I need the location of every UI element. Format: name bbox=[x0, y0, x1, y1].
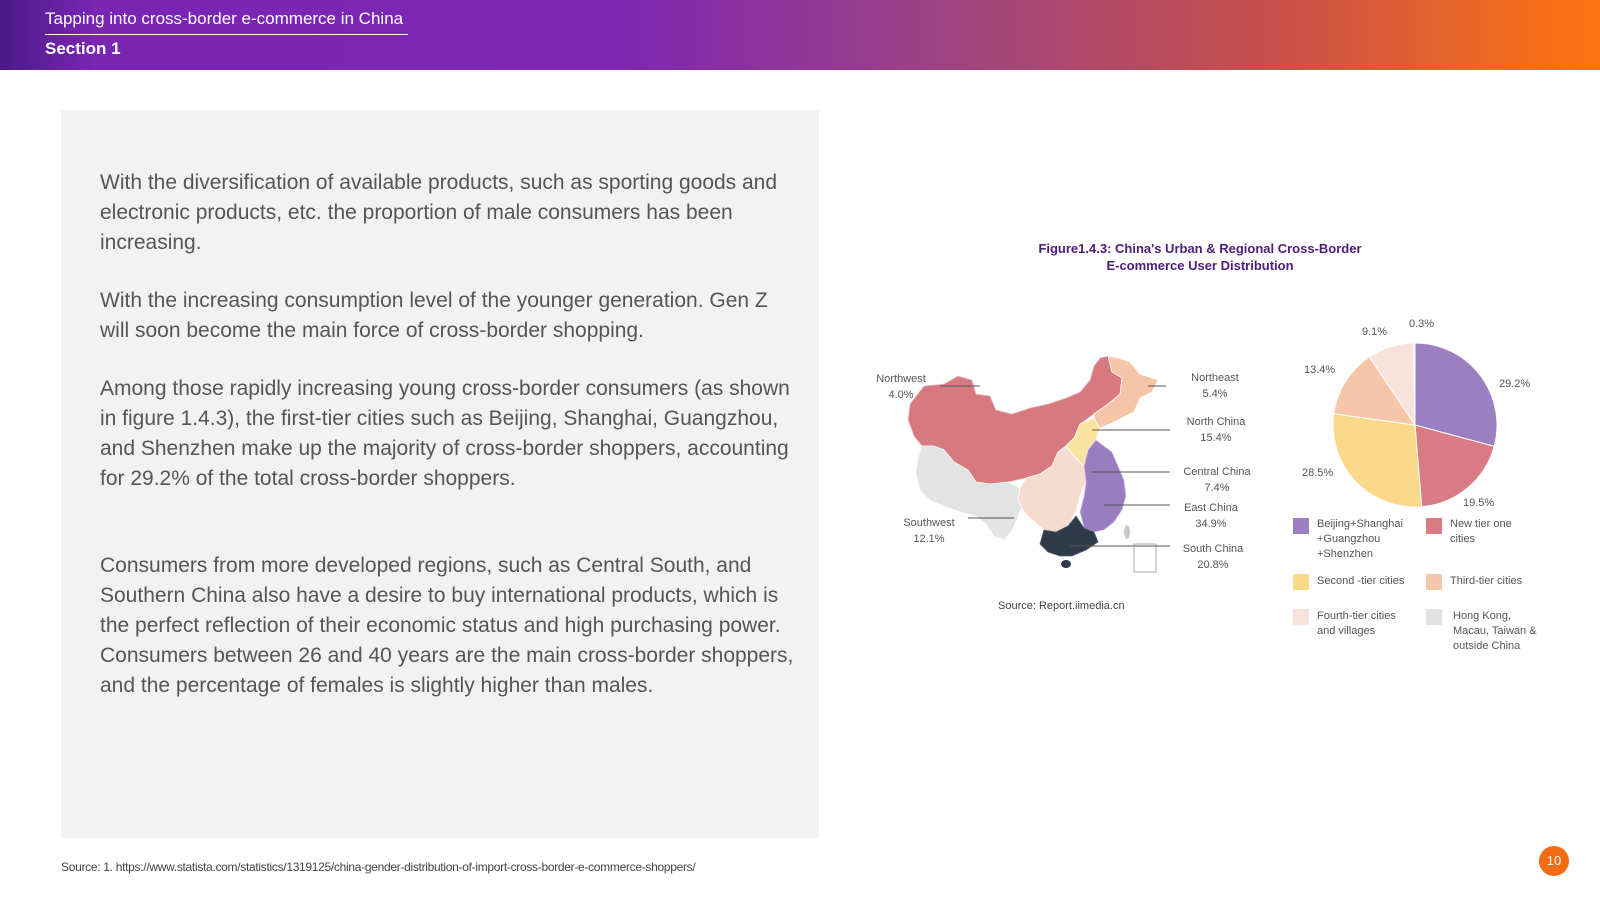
figure-title-line-2: E-commerce User Distribution bbox=[1106, 258, 1294, 273]
map-region-southwest bbox=[915, 445, 1025, 541]
region-name: Northeast bbox=[1191, 372, 1239, 384]
map-region-central bbox=[1017, 445, 1087, 533]
region-label-northwest: Northwest 4.0% bbox=[866, 371, 936, 403]
region-value: 4.0% bbox=[888, 389, 914, 401]
region-name: Northwest bbox=[876, 373, 926, 385]
map-region-northeast bbox=[1093, 355, 1159, 429]
region-label-south-china: South China 20.8% bbox=[1175, 541, 1251, 573]
pie-label-29-2: 29.2% bbox=[1499, 378, 1531, 390]
section-label: Section 1 bbox=[45, 39, 121, 58]
region-value: 12.1% bbox=[913, 533, 945, 545]
region-value: 5.4% bbox=[1202, 388, 1228, 400]
legend-swatch-fourth-tier bbox=[1293, 609, 1309, 625]
legend-swatch-hk-macau-taiwan bbox=[1426, 609, 1442, 625]
figure-title: Figure1.4.3: China's Urban & Regional Cr… bbox=[990, 240, 1410, 274]
map-source: Source: Report.iimedia.cn bbox=[998, 600, 1125, 612]
region-name: Central China bbox=[1183, 466, 1251, 478]
region-value: 34.9% bbox=[1195, 518, 1227, 530]
region-name: East China bbox=[1184, 502, 1238, 514]
region-label-east-china: East China 34.9% bbox=[1176, 500, 1246, 532]
region-value: 20.8% bbox=[1197, 559, 1229, 571]
legend-label-second-tier: Second -tier cities bbox=[1317, 575, 1405, 587]
figure-title-line-1: Figure1.4.3: China's Urban & Regional Cr… bbox=[1038, 241, 1362, 256]
legend-swatch-second-tier bbox=[1293, 574, 1309, 590]
pie-slice-2 bbox=[1332, 413, 1423, 508]
map-taiwan bbox=[1124, 525, 1130, 539]
pie-slice-3 bbox=[1333, 356, 1417, 426]
header-banner: Tapping into cross-border e-commerce in … bbox=[0, 0, 1600, 70]
paragraph-male-consumers: With the diversification of available pr… bbox=[100, 171, 778, 254]
map-inset-box bbox=[1133, 543, 1157, 573]
legend-label-fourth-tier: Fourth-tier cities and villages bbox=[1317, 610, 1396, 637]
text-panel: With the diversification of available pr… bbox=[61, 110, 819, 838]
paragraph-first-tier: Among those rapidly increasing young cro… bbox=[100, 377, 790, 490]
pie-label-9-1: 9.1% bbox=[1362, 326, 1388, 338]
legend-swatch-tier-one bbox=[1293, 518, 1309, 534]
legend-swatch-third-tier bbox=[1426, 574, 1442, 590]
legend-label-hk-macau-taiwan: Hong Kong, Macau, Taiwan & outside China bbox=[1453, 610, 1537, 652]
map-region-north-china bbox=[1065, 417, 1101, 467]
pie-label-13-4: 13.4% bbox=[1304, 364, 1336, 376]
map-hainan bbox=[1061, 560, 1071, 568]
paragraph-developed-regions: Consumers from more developed regions, s… bbox=[100, 554, 794, 697]
region-label-northeast: Northeast 5.4% bbox=[1180, 370, 1250, 402]
region-name: South China bbox=[1182, 543, 1244, 555]
page-number-badge: 10 bbox=[1539, 846, 1569, 876]
region-label-central-china: Central China 7.4% bbox=[1172, 464, 1262, 496]
presentation-title: Tapping into cross-border e-commerce in … bbox=[45, 9, 408, 35]
legend-label-tier-one: Beijing+Shanghai +Guangzhou +Shenzhen bbox=[1317, 518, 1403, 560]
footer-source: Source: 1. https://www.statista.com/stat… bbox=[61, 860, 696, 874]
pie-label-0-3: 0.3% bbox=[1409, 318, 1435, 330]
map-region-east-china bbox=[1079, 439, 1127, 533]
region-name: North China bbox=[1186, 416, 1246, 428]
pie-slice-5 bbox=[1412, 342, 1416, 426]
legend-label-new-tier-one: New tier one cities bbox=[1450, 518, 1512, 545]
pie-label-19-5: 19.5% bbox=[1463, 497, 1495, 509]
region-label-north-china: North China 15.4% bbox=[1176, 414, 1256, 446]
paragraph-gen-z: With the increasing consumption level of… bbox=[100, 289, 768, 342]
region-label-southwest: Southwest 12.1% bbox=[894, 515, 964, 547]
region-name: Southwest bbox=[903, 517, 955, 529]
legend-swatch-new-tier-one bbox=[1426, 518, 1442, 534]
region-value: 15.4% bbox=[1200, 432, 1232, 444]
legend-label-third-tier: Third-tier cities bbox=[1450, 575, 1523, 587]
region-value: 7.4% bbox=[1204, 482, 1230, 494]
pie-slice-1 bbox=[1414, 424, 1495, 508]
pie-label-28-5: 28.5% bbox=[1302, 467, 1334, 479]
pie-slice-0 bbox=[1414, 342, 1498, 448]
pie-chart bbox=[1332, 342, 1498, 508]
